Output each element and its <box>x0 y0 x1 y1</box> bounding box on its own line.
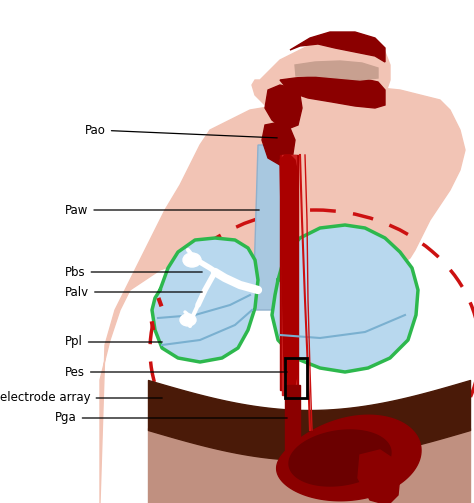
Polygon shape <box>100 88 465 503</box>
Ellipse shape <box>183 253 201 267</box>
Polygon shape <box>280 155 298 388</box>
Polygon shape <box>272 225 418 372</box>
Polygon shape <box>289 430 391 486</box>
Text: Ppl: Ppl <box>65 336 162 349</box>
Polygon shape <box>282 155 296 395</box>
Text: Palv: Palv <box>65 286 202 298</box>
Polygon shape <box>148 428 470 503</box>
Text: Pao: Pao <box>85 124 277 138</box>
Polygon shape <box>280 155 298 390</box>
Polygon shape <box>280 76 385 108</box>
Polygon shape <box>358 450 400 503</box>
Text: Pga: Pga <box>55 411 287 425</box>
Polygon shape <box>295 61 378 80</box>
Polygon shape <box>252 38 390 122</box>
Ellipse shape <box>180 314 196 326</box>
Bar <box>285 358 307 398</box>
Polygon shape <box>152 238 258 362</box>
Text: Paw: Paw <box>65 204 259 216</box>
Text: Pes: Pes <box>65 366 287 378</box>
Polygon shape <box>290 32 385 62</box>
Text: Pbs: Pbs <box>65 266 202 279</box>
Polygon shape <box>262 122 295 165</box>
Polygon shape <box>277 415 421 501</box>
Text: electrode array: electrode array <box>0 391 162 404</box>
Polygon shape <box>248 118 310 168</box>
Polygon shape <box>265 85 302 130</box>
Polygon shape <box>285 385 300 450</box>
Polygon shape <box>253 145 287 310</box>
